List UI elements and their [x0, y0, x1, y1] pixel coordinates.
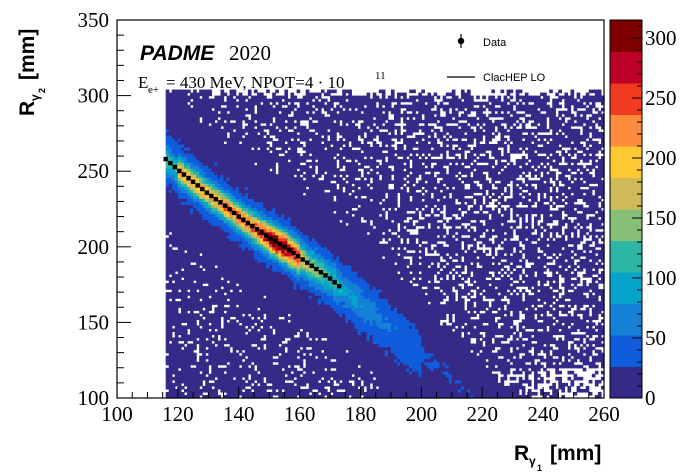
- chart-canvas: 100 120 140 160 180 200 220 240 260 100150200250…: [0, 0, 698, 474]
- heatmap-cell: [193, 353, 197, 357]
